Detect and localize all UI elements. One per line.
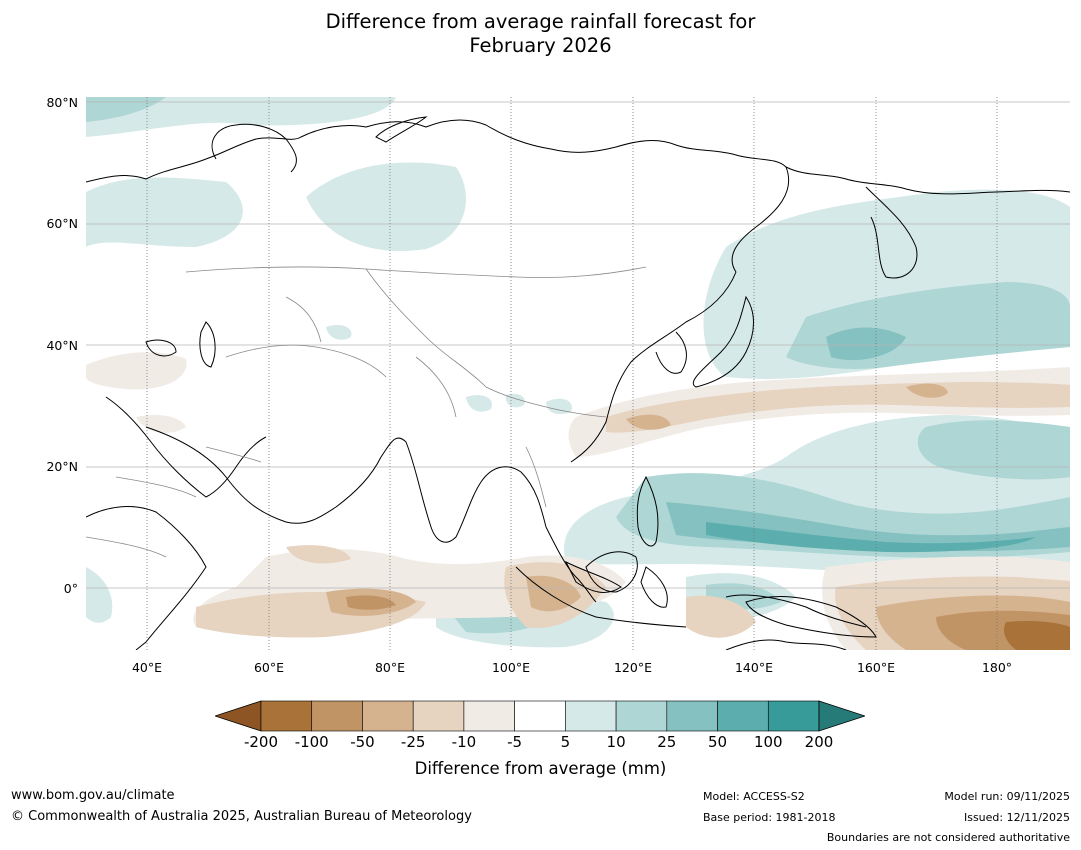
colorbar-tick-label: -25: [400, 733, 426, 751]
model-run-date: Model run: 09/11/2025: [944, 790, 1070, 803]
colorbar-box-100-to-200: [767, 700, 820, 732]
boundary-disclaimer: Boundaries are not considered authoritat…: [826, 831, 1070, 844]
colorbar-box--5-to-5: [514, 700, 566, 732]
colorbar: [215, 700, 865, 732]
colorbar-tick-label: 25: [657, 733, 677, 751]
model-name: Model: ACCESS-S2: [703, 790, 805, 803]
colorbar-box--200-to--100: [260, 700, 313, 732]
colorbar-box--100-to--50: [311, 700, 363, 732]
website-link[interactable]: www.bom.gov.au/climate: [11, 788, 175, 803]
colorbar-tick-label: 100: [753, 733, 783, 751]
lon-label-180: 180°: [981, 660, 1013, 675]
colorbar-tick-label: 50: [707, 733, 728, 751]
lat-label-20n: 20°N: [46, 459, 78, 474]
lat-label-60n: 60°N: [46, 216, 78, 231]
colorbar-extension-low: [215, 700, 262, 732]
colorbar-box--25-to--10: [412, 700, 465, 732]
colorbar-box--10-to--5: [463, 700, 515, 732]
colorbar-tick-label: -200: [243, 733, 279, 751]
map-canvas: [86, 97, 1070, 650]
colorbar-box--50-to--25: [362, 700, 414, 732]
colorbar-tick-label: 10: [606, 733, 626, 751]
colorbar-tick-label: 200: [804, 733, 834, 751]
title-line-1: Difference from average rainfall forecas…: [325, 10, 756, 33]
lon-label-60e: 60°E: [253, 660, 285, 675]
title-line-2: February 2026: [469, 34, 612, 57]
meridians: [146, 97, 998, 650]
lon-label-120e: 120°E: [613, 660, 652, 675]
colorbar-tick-label: -50: [350, 733, 375, 751]
lat-label-0: 0°: [63, 581, 78, 596]
base-period: Base period: 1981-2018: [703, 811, 836, 824]
wet-anomaly-shading: [86, 97, 1070, 648]
colorbar-box-5-to-10: [565, 700, 617, 732]
country-boundaries: [86, 266, 647, 558]
colorbar-title: Difference from average (mm): [414, 759, 667, 778]
copyright-text: © Commonwealth of Australia 2025, Austra…: [11, 809, 472, 824]
colorbar-box-10-to-25: [615, 700, 668, 732]
rainfall-map[interactable]: [86, 97, 1070, 650]
colorbar-tick-label: -10: [451, 733, 477, 751]
lat-label-40n: 40°N: [46, 338, 78, 353]
issued-date: Issued: 12/11/2025: [963, 811, 1070, 824]
colorbar-tick-label: -5: [507, 733, 523, 751]
colorbar-extension-high: [818, 700, 865, 732]
colorbar-box-25-to-50: [666, 700, 718, 732]
lon-label-100e: 100°E: [491, 660, 530, 675]
colorbar-tick-label: 5: [560, 733, 571, 751]
coastlines: [86, 116, 1070, 650]
lon-label-40e: 40°E: [131, 660, 163, 675]
graticule: [86, 101, 1070, 589]
colorbar-tick-label: -100: [294, 733, 329, 751]
lon-label-80e: 80°E: [374, 660, 406, 675]
lon-label-160e: 160°E: [856, 660, 895, 675]
lon-label-140e: 140°E: [734, 660, 773, 675]
map-title: Difference from average rainfall forecas…: [0, 10, 1081, 58]
lat-label-80n: 80°N: [46, 95, 78, 110]
dry-anomaly-shading: [86, 352, 1070, 650]
colorbar-box-50-to-100: [717, 700, 769, 732]
